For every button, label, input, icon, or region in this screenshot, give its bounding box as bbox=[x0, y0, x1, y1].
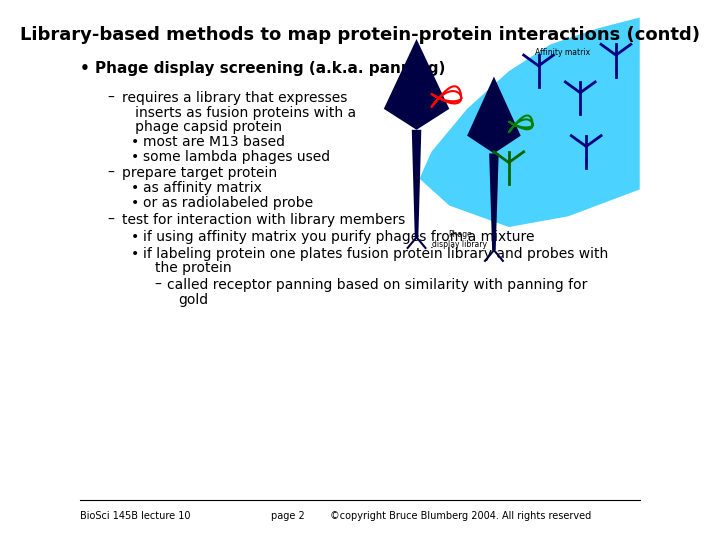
Polygon shape bbox=[384, 39, 449, 130]
Text: page 2: page 2 bbox=[271, 511, 305, 521]
Text: •: • bbox=[131, 197, 139, 211]
Text: if using affinity matrix you purify phages from a mixture: if using affinity matrix you purify phag… bbox=[143, 230, 534, 244]
Text: Affinity matrix: Affinity matrix bbox=[535, 48, 590, 57]
Text: called receptor panning based on similarity with panning for: called receptor panning based on similar… bbox=[166, 278, 587, 292]
Text: test for interaction with library members: test for interaction with library member… bbox=[122, 213, 405, 226]
Text: some lambda phages used: some lambda phages used bbox=[143, 150, 330, 164]
Polygon shape bbox=[420, 17, 640, 227]
Text: ©copyright Bruce Blumberg 2004. All rights reserved: ©copyright Bruce Blumberg 2004. All righ… bbox=[330, 511, 592, 521]
Text: Phage
display library: Phage display library bbox=[433, 230, 487, 249]
Text: –: – bbox=[107, 166, 114, 180]
Text: requires a library that expresses: requires a library that expresses bbox=[122, 91, 347, 105]
Text: Library-based methods to map protein-protein interactions (contd): Library-based methods to map protein-pro… bbox=[20, 25, 700, 44]
Polygon shape bbox=[467, 77, 521, 153]
Text: –: – bbox=[107, 91, 114, 105]
Text: •: • bbox=[131, 150, 139, 164]
Text: –: – bbox=[155, 278, 161, 292]
Text: phage capsid protein: phage capsid protein bbox=[122, 120, 282, 134]
Text: or as radiolabeled probe: or as radiolabeled probe bbox=[143, 197, 313, 211]
Text: •: • bbox=[80, 61, 90, 76]
Text: •: • bbox=[131, 247, 139, 261]
Text: gold: gold bbox=[179, 293, 209, 307]
Text: •: • bbox=[131, 135, 139, 149]
Text: as affinity matrix: as affinity matrix bbox=[143, 181, 261, 195]
Text: Phage display screening (a.k.a. panning): Phage display screening (a.k.a. panning) bbox=[95, 61, 446, 76]
Text: inserts as fusion proteins with a: inserts as fusion proteins with a bbox=[122, 106, 356, 119]
Text: •: • bbox=[131, 230, 139, 244]
Polygon shape bbox=[412, 130, 421, 237]
Text: BioSci 145B lecture 10: BioSci 145B lecture 10 bbox=[80, 511, 191, 521]
Text: –: – bbox=[107, 213, 114, 226]
Polygon shape bbox=[489, 153, 499, 250]
Text: if labeling protein one plates fusion protein library and probes with: if labeling protein one plates fusion pr… bbox=[143, 247, 608, 261]
Text: prepare target protein: prepare target protein bbox=[122, 166, 277, 180]
Text: most are M13 based: most are M13 based bbox=[143, 135, 284, 149]
Text: •: • bbox=[131, 181, 139, 195]
Text: the protein: the protein bbox=[155, 261, 231, 275]
